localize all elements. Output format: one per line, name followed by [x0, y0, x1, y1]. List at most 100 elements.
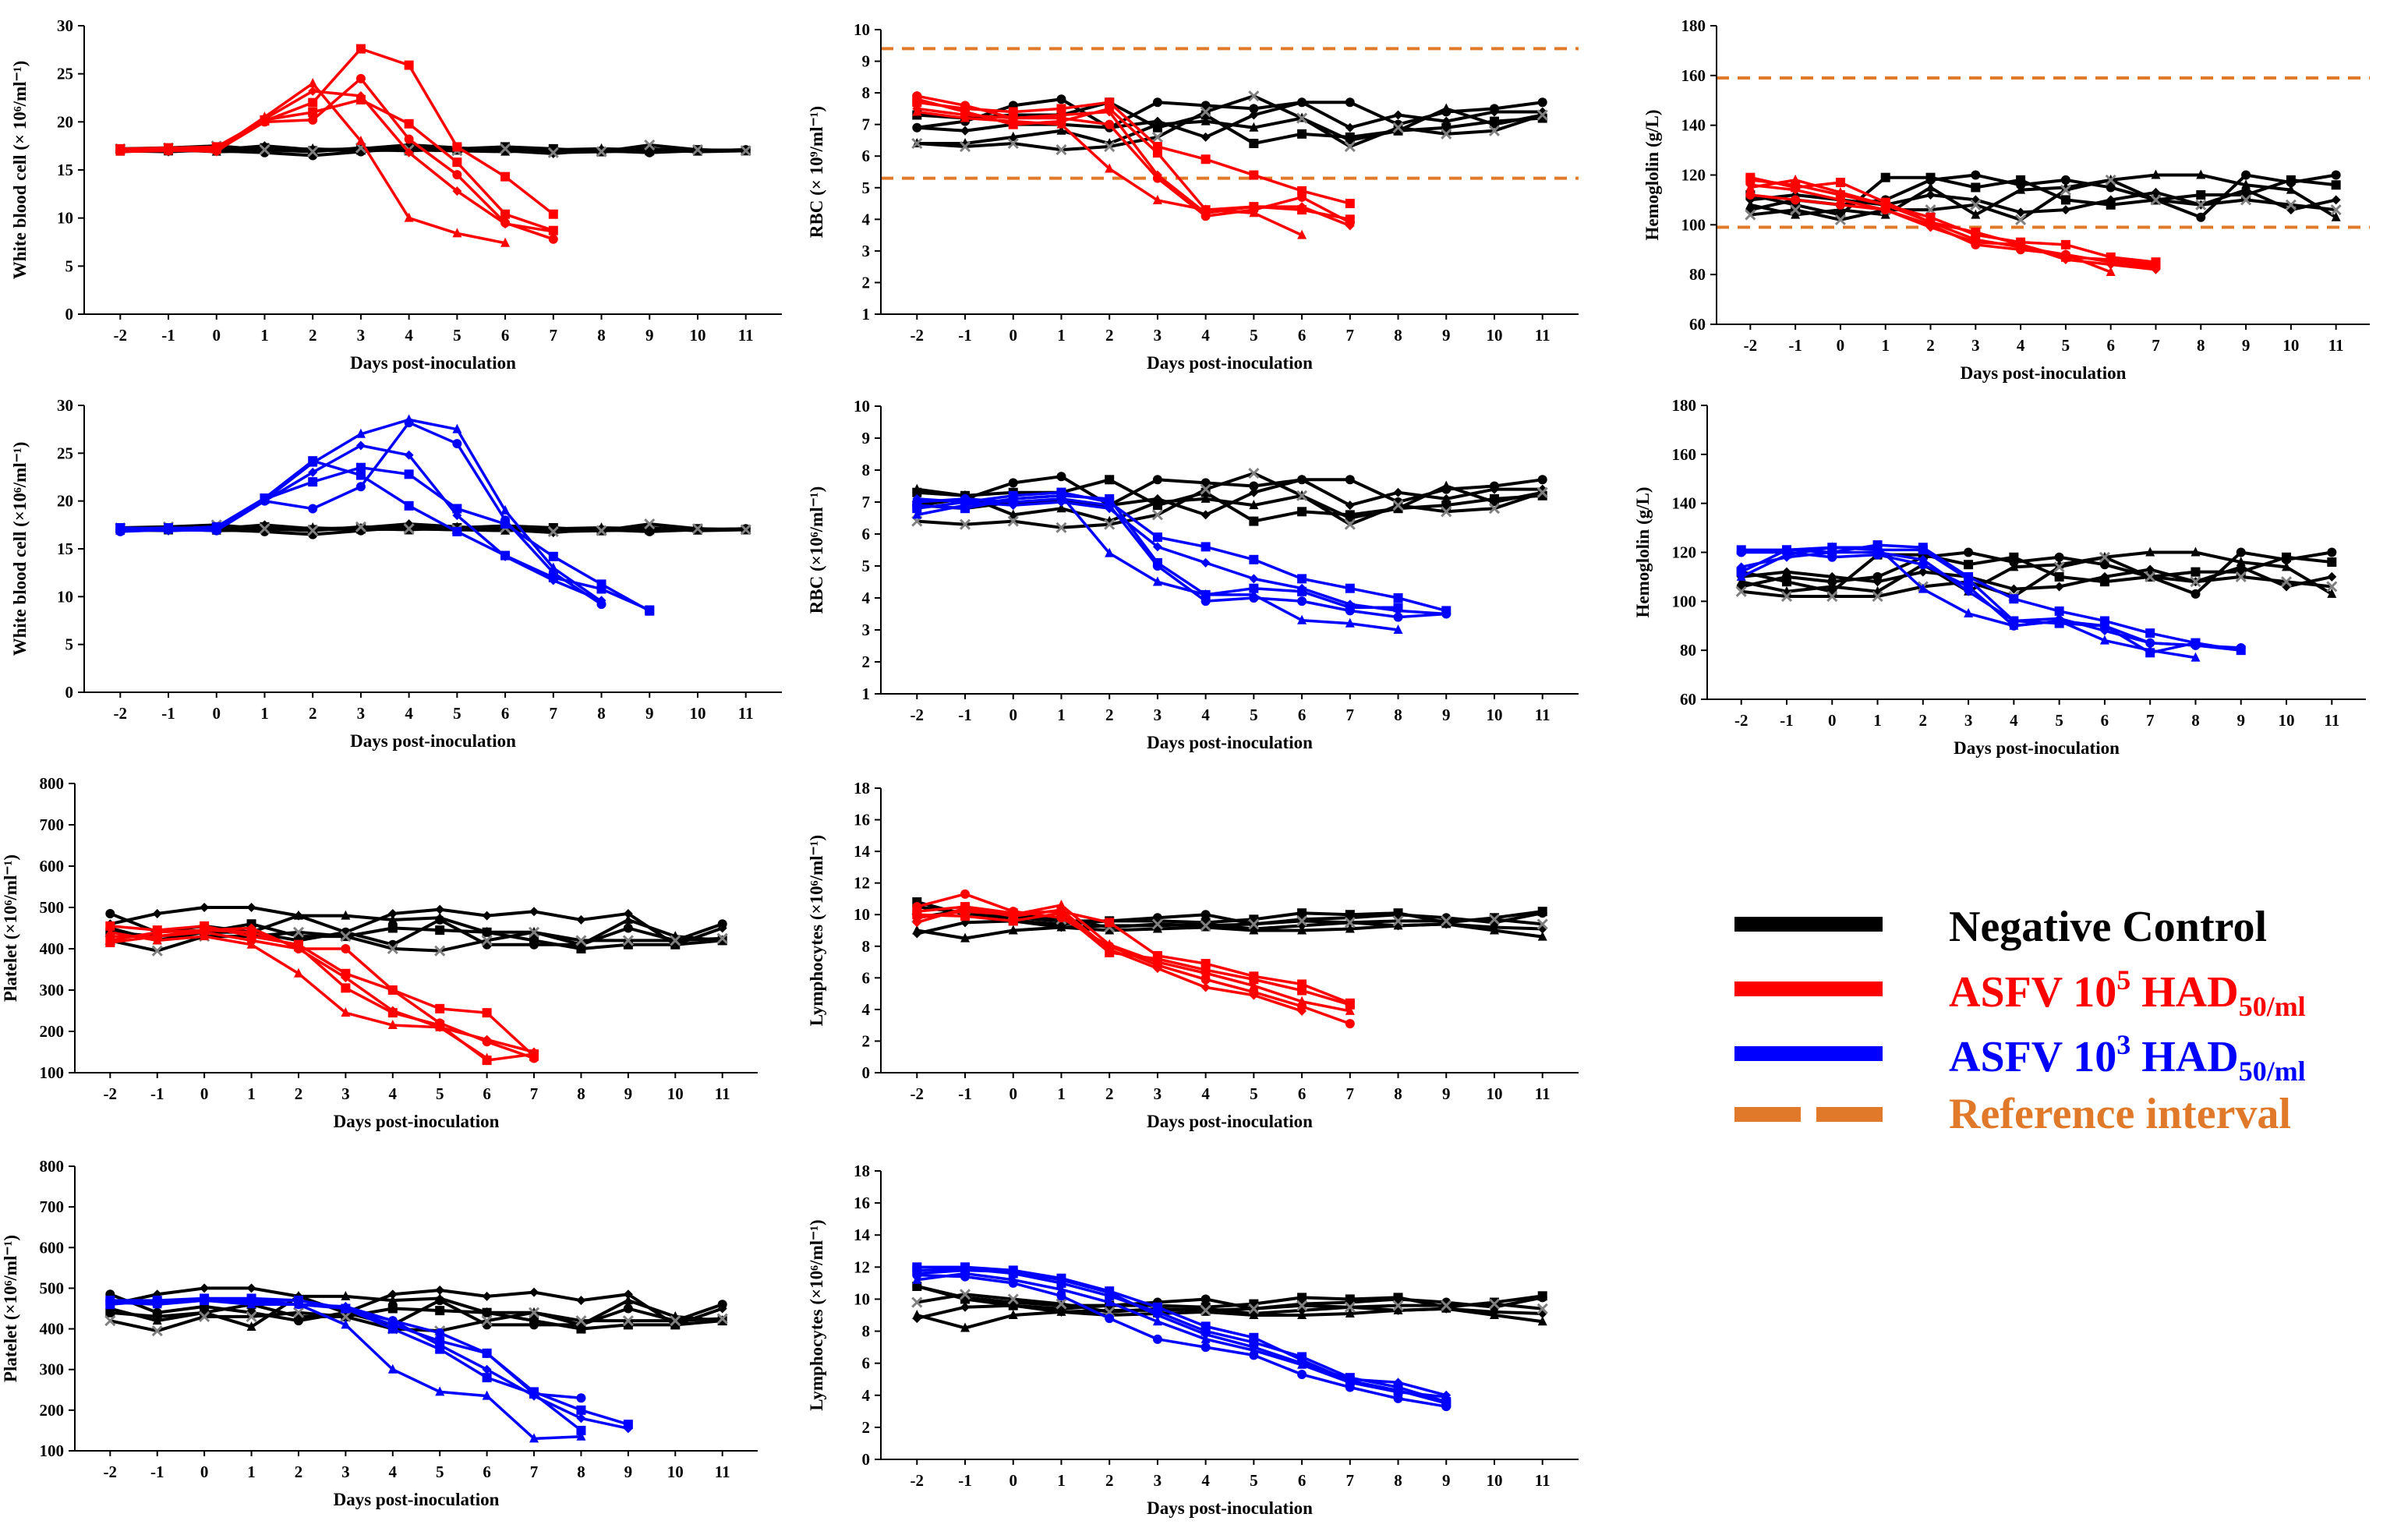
data-point: [1249, 139, 1259, 148]
y-tick-label: 160: [1672, 445, 1697, 464]
data-point: [1200, 965, 1211, 975]
data-point: [2191, 638, 2201, 648]
data-point: [740, 524, 751, 536]
series-asfv5-9: [912, 908, 1355, 1010]
data-point: [1441, 493, 1452, 504]
data-point: [1248, 468, 1260, 479]
y-tick-label: 6: [862, 525, 871, 543]
data-point: [2145, 546, 2155, 557]
data-point: [1152, 170, 1162, 180]
y-tick-label: 1: [862, 305, 871, 324]
series-line: [917, 490, 1447, 613]
y-tick-label: 16: [854, 1194, 870, 1212]
x-tick-label: -1: [1788, 336, 1802, 355]
data-point: [435, 1003, 445, 1013]
x-tick-label: 1: [1881, 336, 1890, 355]
x-tick-label: 2: [1926, 336, 1935, 355]
x-tick-label: -1: [150, 1462, 164, 1481]
data-point: [404, 147, 414, 157]
data-point: [1008, 119, 1018, 129]
x-tick-label: 6: [501, 326, 510, 345]
data-point: [1872, 545, 1883, 555]
x-tick-label: 0: [1009, 1471, 1017, 1490]
x-tick-label: -2: [911, 326, 925, 345]
data-point: [2327, 557, 2337, 568]
data-point: [452, 142, 462, 152]
series-line: [109, 1294, 723, 1328]
y-axis-label: Hemoglolin (g/L): [1642, 109, 1662, 240]
x-tick-label: 11: [2324, 711, 2339, 730]
data-point: [404, 450, 414, 460]
data-point: [1297, 475, 1307, 485]
x-tick-label: -1: [958, 1471, 972, 1490]
data-point: [452, 423, 462, 433]
data-point: [1345, 583, 1355, 593]
data-point: [152, 908, 162, 918]
data-point: [500, 504, 511, 515]
data-point: [1392, 500, 1404, 511]
data-point: [1344, 1301, 1356, 1313]
data-point: [623, 1295, 633, 1305]
x-tick-label: -2: [1734, 711, 1749, 730]
x-tick-label: 2: [1105, 326, 1114, 345]
data-point: [435, 925, 445, 936]
y-tick-label: 120: [1672, 543, 1697, 562]
data-point: [960, 1302, 971, 1312]
data-point: [2099, 551, 2110, 563]
data-point: [959, 140, 971, 153]
data-point: [2236, 562, 2246, 572]
x-tick-label: 3: [341, 1462, 350, 1481]
x-tick-label: 11: [715, 1462, 730, 1481]
x-tick-label: -2: [114, 326, 128, 345]
data-point: [912, 500, 922, 511]
data-point: [2106, 182, 2116, 193]
series-asfv3-8: [912, 1265, 1452, 1400]
data-point: [404, 118, 414, 129]
data-point: [1152, 954, 1162, 964]
y-tick-label: 300: [40, 981, 65, 999]
data-point: [1345, 199, 1355, 209]
y-tick-label: 20: [57, 112, 73, 131]
data-point: [2105, 174, 2116, 186]
series-line: [120, 459, 650, 612]
legend-asfv5-prefix: ASFV 10: [1949, 968, 2116, 1017]
chart-hgb-105: 60 80 100 120 140 160 180 -2 -1 0 1 2 3 4 5 6 7 8 9 10 11 Day…: [1642, 16, 2370, 383]
data-point: [1200, 920, 1211, 932]
series-line: [110, 926, 535, 1054]
y-tick-label: 700: [40, 815, 65, 834]
data-point: [1345, 1005, 1355, 1015]
y-tick-label: 3: [862, 621, 871, 639]
data-point: [1152, 1334, 1162, 1344]
data-point: [1296, 112, 1308, 124]
data-point: [292, 926, 305, 938]
x-tick-label: 9: [645, 326, 654, 345]
data-point: [1393, 503, 1403, 513]
data-point: [623, 1424, 633, 1434]
data-point: [341, 1007, 351, 1017]
data-point: [1791, 209, 1801, 219]
data-point: [500, 550, 511, 561]
legend-label-reference-interval: Reference interval: [1949, 1090, 2291, 1138]
data-point: [308, 504, 318, 514]
data-point: [1296, 490, 1308, 501]
data-point: [1536, 1303, 1548, 1314]
data-point: [435, 1306, 445, 1316]
data-point: [500, 209, 511, 219]
data-point: [1249, 589, 1259, 599]
data-point: [482, 926, 492, 936]
data-point: [435, 1328, 445, 1338]
data-point: [246, 927, 256, 937]
x-tick-label: 8: [577, 1084, 585, 1103]
series-asfv5-6: [1745, 175, 2161, 267]
data-point: [104, 1315, 116, 1327]
data-point: [1964, 608, 1974, 618]
data-point: [1488, 503, 1501, 515]
data-point: [355, 94, 366, 104]
y-tick-label: 8: [862, 461, 871, 479]
data-point: [1781, 567, 1791, 577]
data-point: [307, 525, 319, 536]
data-point: [355, 462, 366, 472]
x-tick-label: -1: [958, 1084, 972, 1103]
x-tick-label: 3: [1964, 711, 1973, 730]
y-tick-label: 120: [1681, 166, 1706, 185]
